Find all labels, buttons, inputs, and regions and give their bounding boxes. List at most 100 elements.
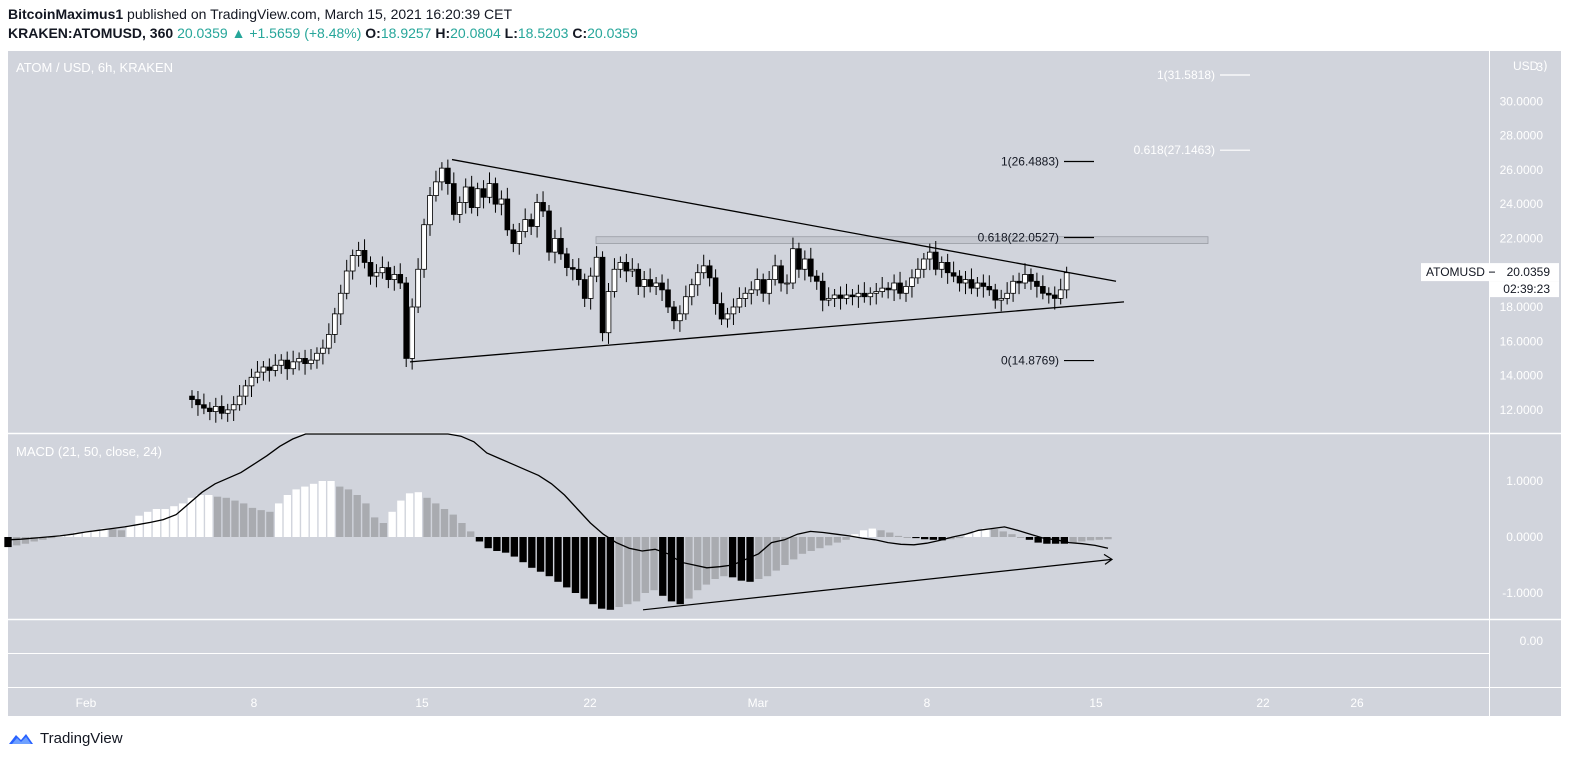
- macd-bar: [484, 537, 492, 549]
- macd-bar: [519, 537, 527, 563]
- candle-body: [230, 404, 237, 411]
- low-value: 18.5203: [517, 25, 569, 41]
- macd-bar: [100, 528, 108, 537]
- candle-body: [843, 294, 850, 299]
- macd-bar: [877, 530, 885, 537]
- tradingview-footer[interactable]: TradingView: [8, 730, 123, 747]
- settings-icon[interactable]: ): [1543, 59, 1548, 73]
- macd-bar: [606, 537, 615, 610]
- macd-bar: [91, 530, 99, 537]
- macd-bar: [423, 497, 431, 537]
- macd-bar: [405, 493, 414, 537]
- macd-histogram: [4, 481, 1112, 610]
- macd-bar: [292, 489, 300, 537]
- macd-bar: [309, 483, 318, 537]
- triangle-lower-line: [409, 301, 1125, 363]
- candle-body: [1016, 280, 1022, 284]
- macd-bar: [144, 511, 152, 537]
- candle-body: [813, 275, 820, 282]
- candle-body: [665, 289, 671, 308]
- candle-body: [570, 267, 576, 270]
- candle-body: [653, 282, 659, 287]
- macd-bar: [65, 534, 73, 537]
- macd-bar: [999, 531, 1007, 537]
- candle-body: [671, 306, 677, 322]
- price-tick-label: 30.0000: [1500, 94, 1544, 108]
- time-tick-label: Feb: [76, 696, 97, 710]
- macd-bar: [205, 495, 213, 537]
- candle-body: [677, 313, 683, 322]
- candle-body: [986, 286, 993, 291]
- candle-body: [546, 210, 552, 253]
- macd-bar: [13, 537, 21, 546]
- macd-bar: [632, 537, 641, 602]
- candle-body: [474, 188, 481, 208]
- macd-bar: [301, 486, 309, 537]
- divergence-line-segment: [642, 558, 1113, 611]
- macd-bar: [1017, 537, 1025, 538]
- macd-bar: [74, 532, 82, 537]
- candle-body: [861, 292, 868, 298]
- macd-bar: [257, 510, 265, 537]
- macd-bar: [685, 537, 693, 599]
- price-change: +1.5659 (+8.48%): [249, 25, 362, 41]
- macd-bar: [615, 537, 623, 607]
- macd-bar: [816, 537, 824, 549]
- candle-body: [445, 167, 451, 184]
- macd-bar: [545, 537, 553, 577]
- resistance-zone: [595, 236, 1209, 244]
- candle-body: [522, 219, 528, 232]
- candle-body: [944, 262, 951, 274]
- macd-bar: [344, 489, 353, 537]
- macd-bar: [266, 511, 274, 537]
- candle-body: [242, 385, 249, 397]
- candle-body: [248, 376, 255, 387]
- macd-bar: [763, 537, 772, 577]
- candle-body: [189, 395, 195, 400]
- macd-bar: [161, 509, 169, 537]
- candle-body: [1010, 280, 1016, 294]
- macd-bar: [47, 537, 56, 539]
- macd-bar: [327, 481, 335, 537]
- macd-bar: [894, 535, 903, 537]
- candle-body: [498, 198, 505, 205]
- ohlc-bar: KRAKEN:ATOMUSD, 360 20.0359 ▲ +1.5659 (+…: [8, 25, 638, 41]
- candle-body: [992, 289, 999, 301]
- macd-bar: [213, 496, 222, 537]
- time-axis-ticks: Feb 8 15 22 Mar 8 15 22 26: [76, 696, 1364, 710]
- macd-bar: [30, 537, 38, 542]
- candle-body: [326, 334, 332, 349]
- macd-bar: [336, 486, 344, 537]
- candle-body: [540, 202, 546, 212]
- macd-bar: [222, 497, 230, 537]
- candle-body: [641, 279, 647, 287]
- time-tick-label: Mar: [748, 696, 769, 710]
- macd-bar: [746, 537, 754, 582]
- candle-body: [790, 248, 796, 284]
- fib-label: 1(26.4883): [1001, 154, 1059, 168]
- macd-bar: [597, 537, 606, 609]
- macd-bar: [388, 511, 396, 537]
- macd-bar: [196, 495, 204, 537]
- candle-body: [760, 279, 766, 294]
- macd-bar: [824, 537, 833, 546]
- macd-bar: [449, 514, 457, 537]
- macd-bar: [851, 534, 859, 537]
- macd-bar: [109, 529, 117, 537]
- macd-bar: [475, 537, 484, 542]
- candle-body: [724, 313, 731, 320]
- macd-bar: [187, 497, 195, 537]
- macd-bar: [571, 537, 580, 593]
- macd-bar: [641, 537, 649, 593]
- candle-body: [516, 231, 523, 244]
- candle-body: [808, 258, 814, 277]
- candle-body: [611, 268, 618, 292]
- macd-bar: [702, 537, 711, 585]
- candle-body: [534, 202, 540, 227]
- macd-bar: [755, 537, 763, 579]
- close-label: C:: [572, 25, 588, 41]
- author[interactable]: BitcoinMaximus1: [8, 6, 124, 22]
- candle-body: [647, 279, 653, 287]
- candle-body: [575, 268, 582, 280]
